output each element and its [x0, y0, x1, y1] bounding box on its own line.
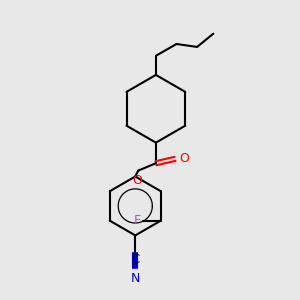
Text: N: N [130, 272, 140, 285]
Text: O: O [132, 174, 142, 187]
Text: O: O [179, 152, 189, 165]
Text: F: F [134, 214, 141, 227]
Text: C: C [131, 253, 140, 266]
